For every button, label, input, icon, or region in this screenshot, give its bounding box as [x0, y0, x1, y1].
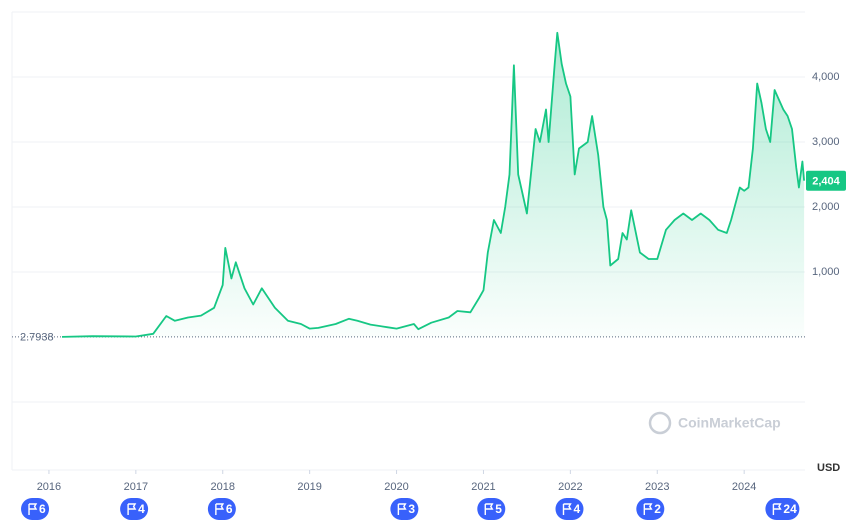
event-count: 24: [783, 502, 797, 516]
event-count: 2: [654, 502, 661, 516]
flag-icon: [28, 503, 38, 515]
y-axis-label: USD: [817, 462, 840, 474]
x-tick-label: 2016: [37, 481, 61, 493]
watermark-logo: [648, 411, 672, 435]
flag-icon: [562, 503, 572, 515]
event-count: 6: [226, 502, 233, 516]
current-price-tag: [806, 170, 846, 191]
event-count: 4: [138, 502, 145, 516]
event-count: 5: [495, 502, 502, 516]
event-flag[interactable]: 6: [207, 498, 236, 520]
event-flag[interactable]: 2: [636, 498, 665, 520]
event-flag[interactable]: 24: [765, 498, 800, 520]
price-area: [62, 32, 805, 338]
x-tick-label: 2022: [558, 481, 582, 493]
flag-icon: [643, 503, 653, 515]
y-tick-label: 1,000: [812, 266, 840, 278]
watermark: CoinMarketCap: [648, 411, 781, 435]
start-price-label: 2.7938: [20, 332, 54, 344]
flag-icon: [397, 503, 407, 515]
event-flag[interactable]: 4: [120, 498, 149, 520]
y-tick-label: 2,000: [812, 201, 840, 213]
watermark-text: CoinMarketCap: [678, 415, 781, 431]
flag-icon: [484, 503, 494, 515]
x-tick-label: 2023: [645, 481, 669, 493]
x-tick-label: 2017: [124, 481, 148, 493]
event-flag[interactable]: 3: [390, 498, 419, 520]
x-tick-label: 2024: [732, 481, 756, 493]
event-count: 3: [408, 502, 415, 516]
flag-icon: [772, 503, 782, 515]
x-tick-label: 2019: [297, 481, 321, 493]
price-line: [61, 31, 805, 338]
x-tick-label: 2020: [384, 481, 408, 493]
x-tick-label: 2018: [211, 481, 235, 493]
flag-icon: [215, 503, 225, 515]
event-flag[interactable]: 6: [21, 498, 50, 520]
y-tick-label: 4,000: [812, 71, 840, 83]
x-tick-label: 2021: [471, 481, 495, 493]
event-count: 4: [573, 502, 580, 516]
event-flag[interactable]: 5: [477, 498, 506, 520]
y-tick-label: 3,000: [812, 136, 840, 148]
event-flag[interactable]: 4: [555, 498, 584, 520]
flag-icon: [127, 503, 137, 515]
current-price-label: 2,404: [812, 176, 840, 188]
event-count: 6: [39, 502, 46, 516]
